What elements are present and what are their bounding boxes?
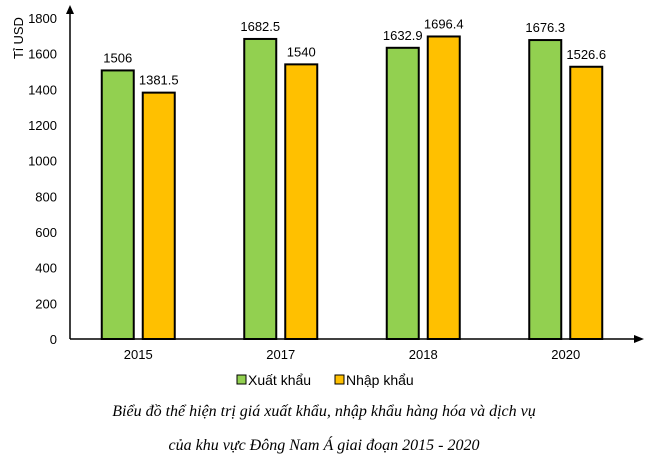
data-label: 1682.5 [240,19,280,34]
bar-export-2020 [528,39,563,340]
x-tick-label: 2018 [409,347,438,362]
bar-import-2018 [426,35,461,340]
data-label: 1540 [287,44,316,59]
data-label: 1696.4 [424,16,464,31]
y-tick-label: 1000 [28,154,57,169]
y-axis-title: Tỉ USD [11,17,26,59]
data-label: 1632.9 [383,28,423,43]
legend-label-import: Nhập khẩu [346,372,414,388]
x-tick-label: 2020 [551,347,580,362]
x-axis-arrow-icon [634,335,644,343]
y-tick-label: 1800 [28,11,57,26]
y-tick-label: 0 [50,332,57,347]
data-label: 1526.6 [566,47,606,62]
legend-swatch-import [334,374,345,385]
legend-swatch-export [236,374,247,385]
y-tick-label: 800 [35,189,57,204]
y-tick-label: 600 [35,225,57,240]
caption-line-2: của khu vực Đông Nam Á giai đoạn 2015 - … [168,437,480,454]
caption-line-1: Biểu đồ thể hiện trị giá xuất khẩu, nhập… [112,403,536,420]
bar-export-2018 [385,46,420,340]
bar-export-2017 [243,37,278,341]
y-axis-arrow-icon [66,5,74,14]
x-tick-label: 2015 [124,347,153,362]
y-tick-label: 1200 [28,118,57,133]
legend-label-export: Xuất khẩu [248,372,311,388]
y-tick-label: 400 [35,261,57,276]
bar-import-2015 [141,91,176,340]
y-tick-label: 1600 [28,47,57,62]
y-tick-label: 1400 [28,82,57,97]
bar-import-2020 [569,65,604,340]
bar-import-2017 [284,63,319,340]
bar-export-2015 [100,69,135,341]
x-tick-label: 2017 [266,347,295,362]
data-label: 1676.3 [525,20,565,35]
data-label: 1506 [103,50,132,65]
data-label: 1381.5 [139,73,179,88]
y-tick-label: 200 [35,296,57,311]
